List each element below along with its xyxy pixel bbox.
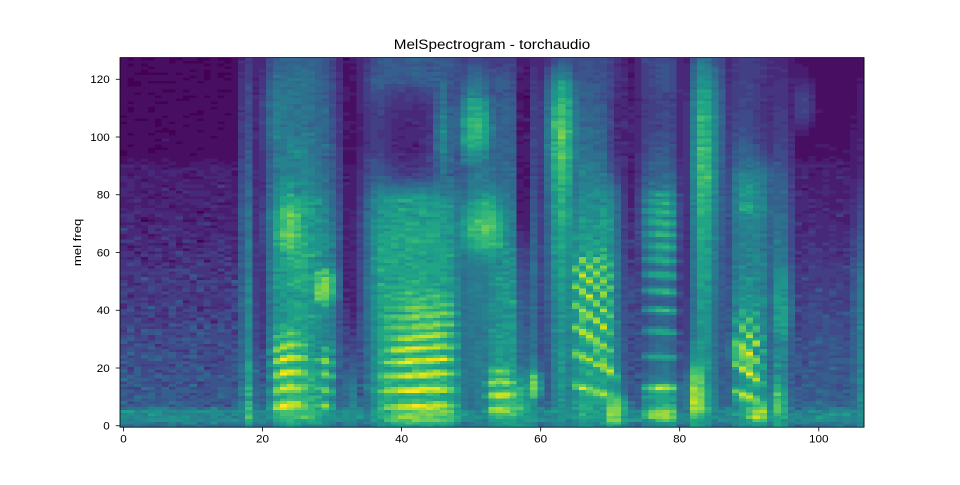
svg-text:60: 60 — [97, 247, 110, 259]
svg-text:40: 40 — [97, 305, 110, 317]
svg-text:120: 120 — [90, 74, 110, 86]
svg-text:60: 60 — [534, 434, 547, 446]
svg-text:0: 0 — [103, 421, 110, 433]
svg-text:80: 80 — [97, 190, 110, 202]
svg-text:20: 20 — [97, 363, 110, 375]
svg-text:0: 0 — [120, 434, 127, 446]
svg-text:80: 80 — [673, 434, 686, 446]
svg-text:100: 100 — [90, 132, 110, 144]
svg-text:mel freq: mel freq — [72, 219, 84, 267]
svg-text:20: 20 — [256, 434, 269, 446]
svg-text:100: 100 — [809, 434, 829, 446]
svg-text:MelSpectrogram - torchaudio: MelSpectrogram - torchaudio — [394, 37, 591, 52]
svg-text:40: 40 — [395, 434, 408, 446]
